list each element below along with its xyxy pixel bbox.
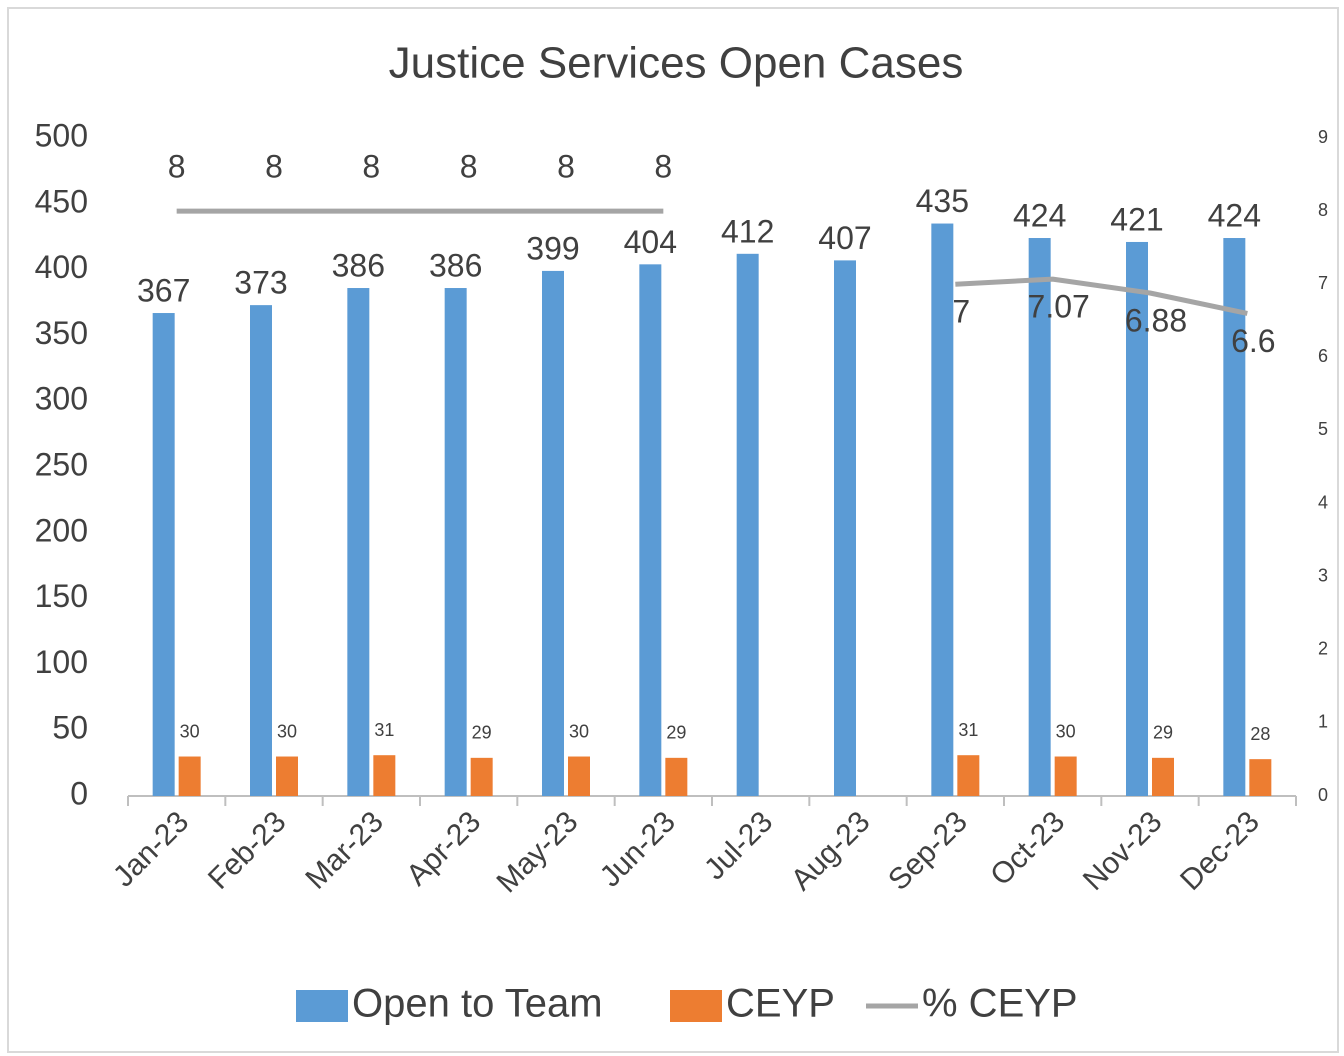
data-label: 28 [1250,724,1270,744]
data-label: 421 [1110,201,1163,237]
bar [1054,756,1077,796]
legend-label: % CEYP [922,982,1078,1026]
bar [542,270,564,796]
y2-tick-label: 5 [1318,419,1328,439]
y-tick-label: 350 [35,315,88,351]
data-label: 31 [958,720,978,740]
data-label: 424 [1208,197,1261,233]
y-tick-label: 250 [35,446,88,482]
bar [1223,238,1246,797]
bar [373,755,396,796]
data-label: 29 [472,723,492,743]
line-data-label: 7 [952,294,970,330]
bar [665,757,688,796]
bar [1249,759,1272,796]
line-data-label: 6.88 [1125,302,1187,338]
data-label: 30 [1056,721,1076,741]
data-label: 386 [429,247,482,283]
y-tick-label: 200 [35,512,88,548]
bar [639,264,662,796]
y-tick-label: 400 [35,249,88,285]
bar [1028,238,1051,797]
y-tick-label: 150 [35,578,88,614]
legend-swatch [670,990,722,1022]
data-label: 412 [721,213,774,249]
y2-tick-label: 2 [1318,639,1328,659]
line-data-label: 8 [265,149,283,185]
bar [736,253,759,797]
data-label: 407 [818,220,871,256]
y2-tick-label: 3 [1318,565,1328,585]
y-tick-label: 500 [35,117,88,153]
data-label: 30 [180,721,200,741]
data-label: 31 [374,720,394,740]
bar [568,756,590,796]
y-tick-label: 0 [70,775,88,811]
line-data-label: 8 [168,149,186,185]
chart-border [7,7,1339,1053]
data-label: 386 [332,247,385,283]
data-label: 399 [526,230,579,266]
line-data-label: 6.6 [1231,323,1275,359]
line-data-label: 8 [362,149,380,185]
legend-label: Open to Team [352,982,603,1026]
line-data-label: 8 [557,149,575,185]
line-data-label: 8 [460,149,478,185]
bar [178,756,201,796]
bar [957,755,980,796]
data-label: 435 [916,183,969,219]
bar [470,757,493,796]
bar [1152,757,1174,796]
y2-tick-label: 8 [1318,200,1328,220]
data-label: 424 [1013,197,1066,233]
bar [250,305,272,796]
legend-swatch [296,990,348,1022]
line-data-label: 7.07 [1028,289,1090,325]
chart-title: Justice Services Open Cases [389,39,964,88]
y2-tick-label: 6 [1318,346,1328,366]
bar [444,288,467,796]
line-data-label: 8 [654,149,672,185]
bar [931,223,954,797]
y2-tick-label: 0 [1318,785,1328,805]
data-label: 29 [1153,723,1173,743]
y-tick-label: 50 [52,710,88,746]
y2-tick-label: 7 [1318,273,1328,293]
data-label: 29 [666,723,686,743]
data-label: 30 [277,721,297,741]
legend-label: CEYP [726,982,835,1026]
y-tick-label: 100 [35,644,88,680]
bar [152,313,175,796]
data-label: 373 [234,265,287,301]
data-label: 30 [569,721,589,741]
bar [1126,241,1148,797]
bar [276,756,298,796]
y2-tick-label: 1 [1318,712,1328,732]
y-tick-label: 300 [35,381,88,417]
data-label: 367 [137,272,190,308]
y2-tick-label: 9 [1318,127,1328,147]
y2-tick-label: 4 [1318,492,1328,512]
bar [347,288,370,796]
line [176,208,1248,316]
y-tick-label: 450 [35,183,88,219]
bar [834,260,856,796]
data-label: 404 [624,224,677,260]
